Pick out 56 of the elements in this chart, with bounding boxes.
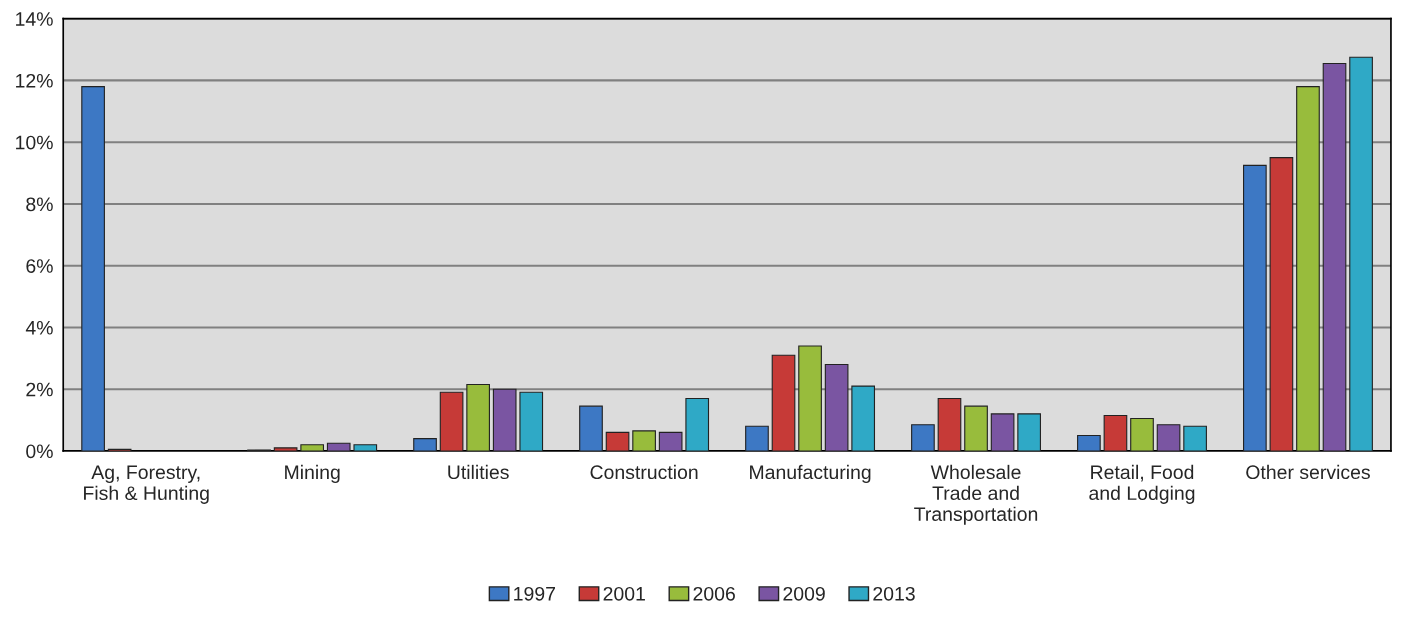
y-tick-label: 4% xyxy=(25,320,53,335)
x-tick-label: Wholesale Trade and Transportation xyxy=(914,464,1038,525)
bar xyxy=(326,442,351,451)
bar xyxy=(798,345,822,451)
bar xyxy=(1296,86,1320,451)
bar xyxy=(1183,425,1207,451)
x-tick-label: Construction xyxy=(590,464,698,480)
bar xyxy=(964,405,988,451)
bar xyxy=(605,431,630,451)
x-tick-label: Retail, Food and Lodging xyxy=(1089,464,1195,504)
bar xyxy=(1130,417,1154,451)
bar xyxy=(911,424,935,451)
bar xyxy=(413,438,437,451)
bar xyxy=(300,444,325,451)
x-tick-label: Other services xyxy=(1246,464,1370,480)
y-tick-label: 12% xyxy=(16,73,53,88)
bar xyxy=(1243,164,1267,451)
bar xyxy=(632,430,656,451)
x-tick-label: Manufacturing xyxy=(750,464,871,483)
bar xyxy=(937,397,962,451)
legend-label: 2009 xyxy=(783,586,825,601)
bar xyxy=(1017,413,1041,451)
bar xyxy=(990,413,1015,451)
bar xyxy=(439,391,464,451)
y-tick-label: 2% xyxy=(26,382,53,397)
bar xyxy=(745,425,769,451)
legend-label: 2013 xyxy=(873,586,915,601)
bar xyxy=(273,447,298,451)
y-tick-label: 8% xyxy=(26,197,53,212)
bar xyxy=(1322,62,1347,451)
bar xyxy=(1349,56,1373,451)
legend-label: 2006 xyxy=(693,586,735,601)
bar xyxy=(353,444,378,451)
bar xyxy=(1269,157,1294,451)
x-tick-label: Mining xyxy=(285,464,340,483)
y-tick-label: 0% xyxy=(26,444,53,459)
y-tick-label: 10% xyxy=(16,135,53,150)
legend-label: 2001 xyxy=(603,586,645,601)
bar xyxy=(771,354,796,451)
y-tick-label: 6% xyxy=(26,259,53,273)
x-tick-label: Utilities xyxy=(448,464,509,480)
bar xyxy=(1077,434,1101,451)
bar xyxy=(492,388,517,451)
bar xyxy=(519,391,544,451)
bar xyxy=(1103,414,1128,451)
bar xyxy=(824,363,849,451)
bar xyxy=(81,86,105,451)
bar xyxy=(685,397,710,451)
legend-label: 1997 xyxy=(514,586,555,601)
bar xyxy=(579,405,603,451)
bar xyxy=(1156,424,1181,451)
bar xyxy=(658,431,683,451)
y-tick-label: 14% xyxy=(16,12,53,26)
x-tick-label: Ag, Forestry, Fish & Hunting xyxy=(84,465,209,504)
bar xyxy=(851,385,876,451)
bar xyxy=(466,384,490,451)
